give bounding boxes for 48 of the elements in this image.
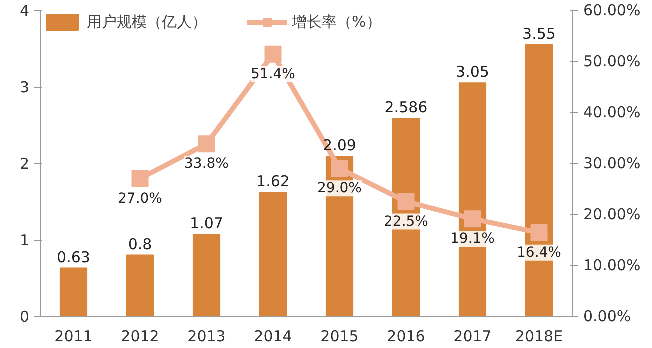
- y2-tick-label: 50.00%: [584, 52, 641, 70]
- y2-tick-label: 40.00%: [584, 104, 641, 122]
- data-label: 2.09: [323, 136, 356, 155]
- x-tick-label: 2017: [454, 328, 492, 346]
- data-label: 0.63: [57, 248, 90, 266]
- x-tick-label: 2018E: [515, 328, 564, 346]
- data-label: 1.07: [190, 214, 224, 233]
- y-tick-label: 2: [20, 155, 30, 173]
- bar: [60, 268, 88, 316]
- point: [331, 160, 348, 178]
- bar: [126, 254, 154, 316]
- y-tick-label: 3: [20, 78, 30, 96]
- data-label: 3.55: [522, 24, 556, 43]
- legend-label: 用户规模（亿人）: [87, 12, 207, 32]
- data-label: 19.1%: [450, 231, 495, 248]
- data-label: 1.62: [256, 172, 290, 191]
- data-label: 2.586: [384, 98, 428, 117]
- data-label: 33.8%: [184, 156, 229, 172]
- y-tick-label: 4: [20, 2, 30, 20]
- x-tick-label: 2011: [54, 328, 93, 346]
- y2-tick-label: 20.00%: [584, 206, 641, 224]
- x-tick-label: 2012: [121, 328, 160, 346]
- legend-label: 增长率（%）: [292, 12, 382, 32]
- data-label: 22.5%: [384, 214, 428, 230]
- bar: [192, 234, 221, 316]
- data-label: 29.0%: [318, 180, 362, 197]
- x-tick-label: 2013: [188, 328, 226, 346]
- y2-tick-label: 10.00%: [584, 256, 641, 274]
- y2-tick-label: 0.00%: [584, 308, 632, 326]
- y2-tick-label: 30.00%: [584, 154, 641, 172]
- y2-tick-label: 60.00%: [584, 2, 641, 20]
- bar: [259, 192, 288, 316]
- data-label: 27.0%: [118, 190, 162, 207]
- point: [198, 136, 216, 153]
- y-tick-label: 1: [20, 232, 30, 250]
- y-tick-label: 0: [20, 308, 30, 326]
- x-tick-label: 2015: [320, 328, 359, 346]
- data-label: 0.8: [128, 235, 152, 254]
- data-label: 51.4%: [251, 66, 296, 82]
- point: [530, 224, 548, 242]
- x-tick-label: 2014: [254, 328, 292, 346]
- data-label: 16.4%: [517, 244, 562, 261]
- x-tick-label: 2016: [387, 328, 426, 346]
- point: [464, 210, 482, 228]
- point: [264, 46, 282, 63]
- data-label: 3.05: [456, 63, 490, 82]
- point: [132, 170, 149, 188]
- point: [398, 193, 415, 210]
